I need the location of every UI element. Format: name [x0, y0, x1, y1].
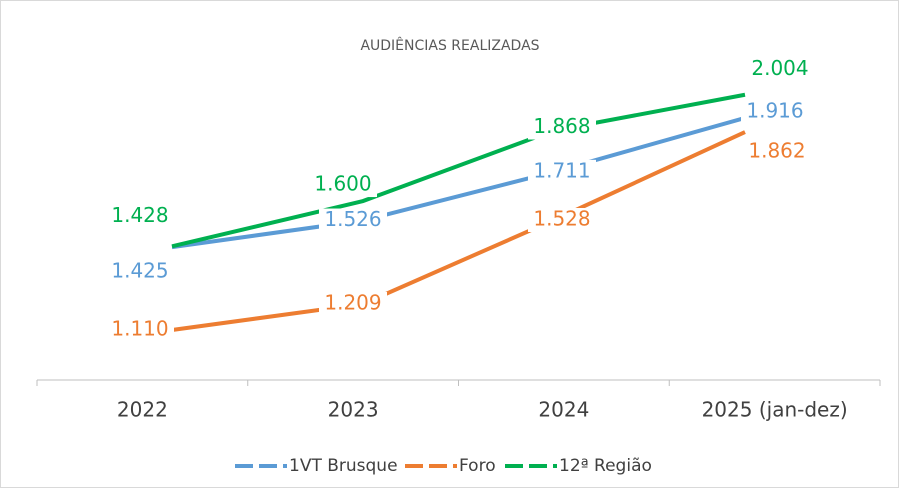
x-tick-label: 2022: [117, 398, 168, 422]
x-tick-label: 2023: [328, 398, 379, 422]
series-line: [171, 130, 746, 332]
data-label: 1.425: [111, 259, 168, 283]
label-bg: [319, 291, 387, 316]
data-label: 1.110: [111, 317, 168, 341]
data-label: 1.868: [533, 114, 590, 138]
label-bg: [106, 260, 174, 285]
legend-label: 1VT Brusque: [289, 456, 398, 476]
label-bg: [741, 99, 809, 124]
x-tick-label: 2025 (jan-dez): [702, 398, 848, 422]
label-bg: [746, 57, 814, 82]
series-line: [171, 115, 746, 250]
label-bg: [528, 115, 596, 140]
label-bg: [309, 173, 377, 198]
data-label: 1.862: [748, 139, 805, 163]
data-label: 2.004: [751, 56, 808, 80]
label-bg: [106, 318, 174, 342]
data-label: 1.526: [324, 207, 381, 231]
x-tick-label: 2024: [538, 398, 589, 422]
data-label: 1.600: [314, 172, 371, 196]
label-bg: [528, 159, 596, 184]
label-bg: [743, 140, 811, 165]
legend-label: Foro: [459, 456, 496, 476]
label-bg: [319, 208, 387, 233]
series-line: [171, 92, 746, 249]
label-bg: [528, 208, 596, 232]
data-label: 1.428: [111, 203, 168, 227]
chart-title: AUDIÊNCIAS REALIZADAS: [360, 36, 539, 54]
data-label: 1.528: [533, 207, 590, 231]
data-label: 1.711: [533, 158, 590, 182]
legend-label: 12ª Região: [559, 456, 652, 476]
label-bg: [106, 204, 174, 229]
data-label: 1.916: [746, 98, 803, 122]
data-label: 1.209: [324, 290, 381, 314]
